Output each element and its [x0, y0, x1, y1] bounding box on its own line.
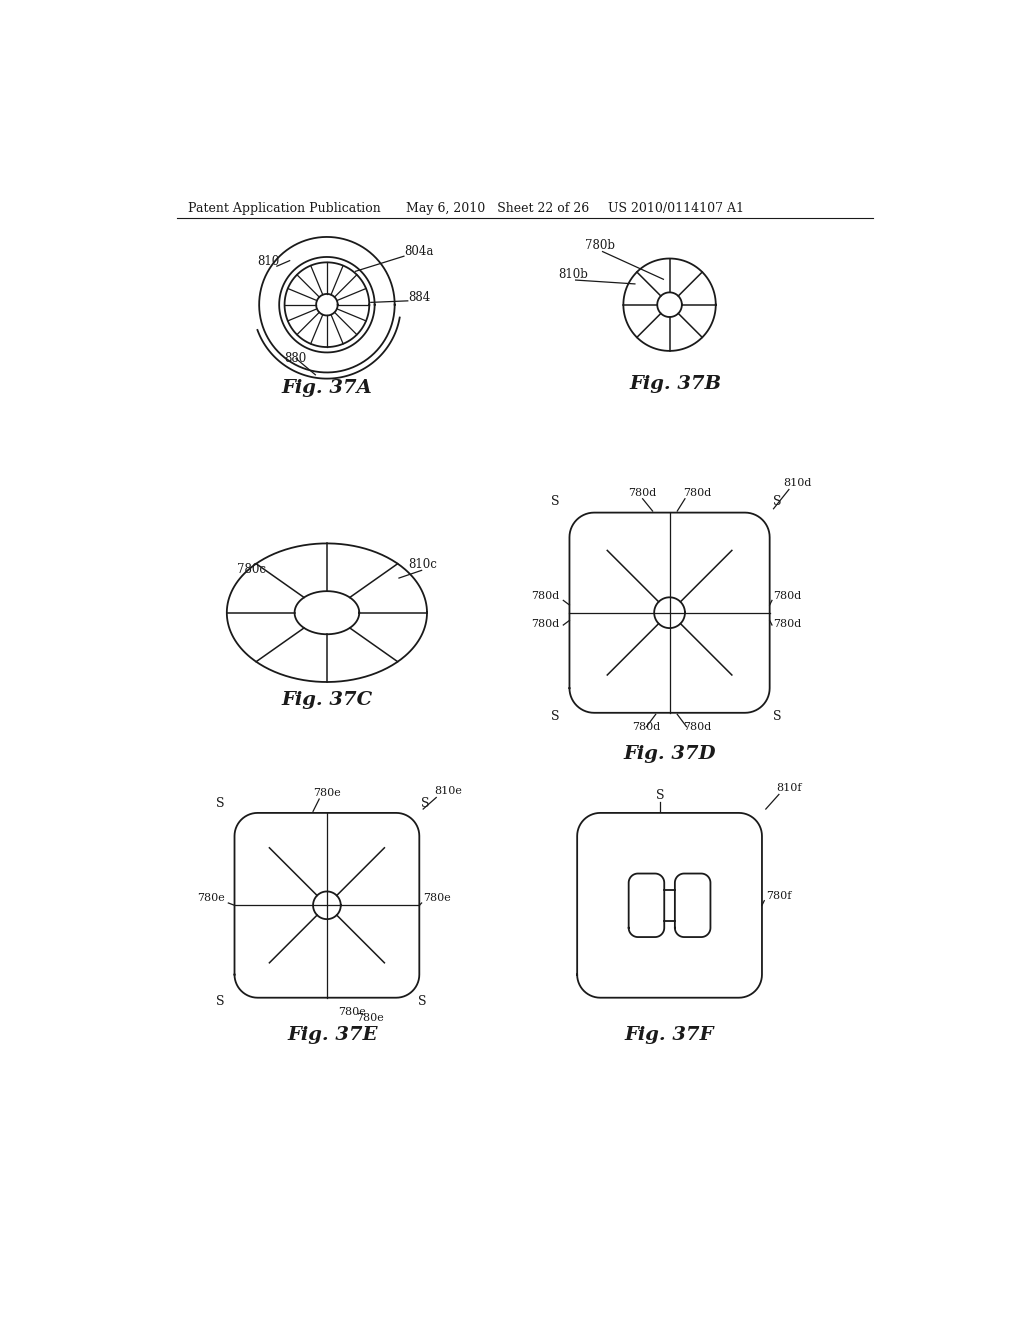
- Text: 810e: 810e: [435, 785, 463, 796]
- Text: S: S: [216, 995, 225, 1008]
- Text: 880: 880: [285, 352, 307, 366]
- Text: 780e: 780e: [423, 894, 451, 903]
- Text: Fig. 37D: Fig. 37D: [624, 744, 716, 763]
- Text: 780d: 780d: [773, 591, 802, 601]
- Text: 780d: 780d: [633, 722, 660, 731]
- Text: 780d: 780d: [773, 619, 802, 628]
- Text: 810f: 810f: [776, 783, 802, 793]
- Text: S: S: [216, 797, 225, 809]
- Text: 780d: 780d: [629, 487, 656, 498]
- Text: S: S: [551, 495, 560, 508]
- Text: 810d: 810d: [783, 478, 812, 487]
- Text: 810c: 810c: [408, 558, 436, 572]
- Text: Patent Application Publication: Patent Application Publication: [188, 202, 381, 215]
- Text: Fig. 37E: Fig. 37E: [288, 1026, 378, 1044]
- Text: 780e: 780e: [313, 788, 341, 799]
- Text: S: S: [421, 797, 430, 809]
- Text: 780d: 780d: [683, 722, 712, 731]
- Text: May 6, 2010   Sheet 22 of 26: May 6, 2010 Sheet 22 of 26: [407, 202, 590, 215]
- Text: S: S: [656, 789, 665, 803]
- Text: S: S: [551, 710, 560, 723]
- Text: 780b: 780b: [585, 239, 614, 252]
- Text: S: S: [418, 995, 427, 1008]
- Text: S: S: [773, 710, 781, 723]
- Text: 780c: 780c: [237, 562, 266, 576]
- Text: Fig. 37F: Fig. 37F: [625, 1026, 715, 1044]
- Text: 780e: 780e: [356, 1012, 384, 1023]
- Text: 780d: 780d: [683, 487, 712, 498]
- Text: Fig. 37C: Fig. 37C: [282, 692, 373, 709]
- Text: S: S: [773, 495, 781, 508]
- Text: US 2010/0114107 A1: US 2010/0114107 A1: [608, 202, 744, 215]
- Text: 780e: 780e: [198, 894, 225, 903]
- Text: 780f: 780f: [766, 891, 792, 902]
- Text: 804a: 804a: [403, 244, 433, 257]
- Text: 780d: 780d: [531, 591, 559, 601]
- Text: Fig. 37A: Fig. 37A: [282, 379, 373, 397]
- Text: 884: 884: [408, 290, 430, 304]
- Text: 810: 810: [258, 255, 280, 268]
- Text: 780d: 780d: [531, 619, 559, 628]
- Text: 810b: 810b: [558, 268, 588, 281]
- Text: 780e: 780e: [339, 1007, 367, 1016]
- Text: Fig. 37B: Fig. 37B: [630, 375, 722, 393]
